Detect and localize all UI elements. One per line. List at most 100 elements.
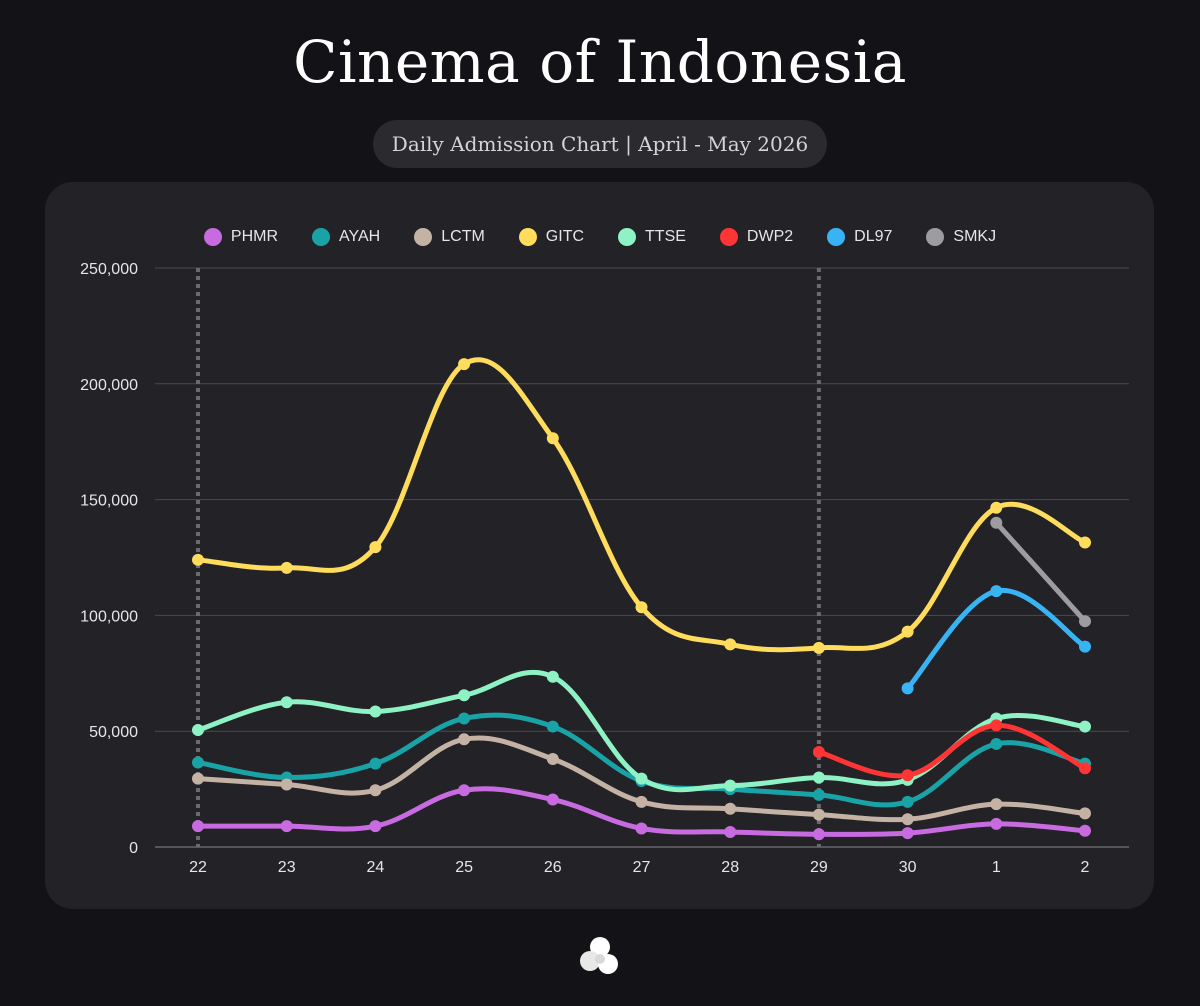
data-point-phmr: [546, 793, 559, 806]
legend-item-ttse: TTSE: [618, 226, 686, 248]
series-line-smkj: [993, 520, 1088, 624]
y-tick-label: 200,000: [80, 377, 138, 394]
data-point-gitc: [280, 561, 293, 574]
legend-swatch: [827, 228, 846, 246]
data-point-gitc: [990, 501, 1003, 514]
legend-swatch: [203, 228, 222, 246]
data-point-lctm: [1079, 807, 1091, 820]
legend-swatch: [618, 228, 637, 246]
chart-title: Cinema of Indonesia: [293, 28, 907, 96]
x-tick-label: 28: [721, 859, 739, 876]
legend-item-ayah: AYAH: [312, 226, 380, 248]
data-point-lctm: [635, 795, 648, 808]
data-point-gitc: [546, 432, 559, 445]
data-point-gitc: [458, 358, 471, 371]
data-point-ayah: [458, 712, 471, 725]
chart-card: [45, 182, 1154, 909]
data-point-phmr: [1079, 824, 1091, 837]
data-point-phmr: [635, 822, 648, 835]
legend-swatch: [926, 228, 945, 246]
y-tick-label: 150,000: [80, 493, 138, 510]
x-tick-label: 30: [899, 859, 917, 876]
data-point-phmr: [990, 817, 1003, 830]
data-point-dwp2: [1079, 762, 1091, 775]
data-point-gitc: [812, 641, 825, 654]
data-point-gitc: [724, 638, 737, 651]
data-point-ayah: [192, 756, 204, 769]
logo-icon: [580, 937, 618, 974]
data-point-ttse: [458, 689, 471, 702]
legend-label: DWP2: [746, 228, 794, 245]
series-line-gitc: [195, 357, 1088, 653]
legend-item-gitc: GITC: [518, 226, 585, 248]
data-point-ayah: [990, 737, 1003, 750]
data-point-lctm: [546, 752, 559, 765]
data-point-smkj: [1079, 615, 1091, 628]
y-tick-label: 0: [129, 840, 138, 857]
data-point-lctm: [901, 813, 914, 826]
data-point-phmr: [369, 820, 382, 833]
data-point-gitc: [192, 553, 204, 566]
data-point-ttse: [812, 771, 825, 784]
x-tick-label: 24: [367, 859, 385, 876]
data-point-ttse: [369, 705, 382, 718]
data-point-phmr: [458, 784, 471, 797]
x-tick-label: 2: [1081, 859, 1090, 876]
series-line-dwp2: [816, 722, 1088, 779]
data-point-ttse: [724, 779, 737, 792]
data-point-lctm: [280, 778, 293, 791]
legend-label: LCTM: [441, 228, 485, 245]
legend-item-phmr: PHMR: [203, 226, 279, 248]
legend-label: TTSE: [645, 228, 686, 245]
x-tick-label: 22: [189, 859, 207, 876]
data-point-phmr: [724, 825, 737, 838]
x-tick-label: 26: [544, 859, 562, 876]
data-point-ayah: [546, 720, 559, 733]
data-point-ttse: [546, 670, 559, 683]
data-point-gitc: [635, 601, 648, 614]
legend-item-smkj: SMKJ: [926, 226, 996, 248]
data-point-ttse: [192, 724, 204, 737]
chart-legend: PHMR AYAH LCTM GITC TTSE DWP2 DL97 SMKJ: [0, 226, 1200, 248]
legend-label: PHMR: [230, 228, 279, 245]
data-point-gitc: [1079, 536, 1091, 549]
legend-swatch: [719, 228, 738, 246]
data-point-ayah: [901, 795, 914, 808]
x-tick-label: 23: [278, 859, 296, 876]
data-point-gitc: [369, 541, 382, 554]
legend-item-dwp2: DWP2: [719, 226, 794, 248]
data-point-ttse: [1079, 720, 1091, 733]
data-point-dwp2: [901, 769, 914, 782]
y-tick-label: 50,000: [89, 724, 138, 741]
legend-swatch: [312, 228, 331, 246]
chart-subtitle: Daily Admission Chart | April - May 2026: [373, 120, 827, 168]
legend-item-lctm: LCTM: [414, 226, 485, 248]
data-point-ttse: [280, 696, 293, 709]
data-point-phmr: [901, 827, 914, 840]
legend-label: GITC: [545, 228, 585, 245]
subtitle-text: Daily Admission Chart | April - May 2026: [391, 132, 809, 156]
data-point-lctm: [369, 784, 382, 797]
data-point-lctm: [990, 798, 1003, 811]
legend-label: SMKJ: [953, 228, 997, 245]
data-point-phmr: [192, 820, 204, 833]
data-point-smkj: [990, 516, 1003, 529]
y-tick-label: 250,000: [80, 261, 138, 278]
y-tick-label: 100,000: [80, 608, 138, 625]
data-point-lctm: [812, 808, 825, 821]
data-point-lctm: [724, 802, 737, 815]
data-point-dl97: [990, 585, 1003, 598]
data-point-dl97: [1079, 640, 1091, 653]
legend-label: DL97: [854, 228, 893, 245]
x-tick-label: 29: [810, 859, 828, 876]
data-point-gitc: [901, 625, 914, 638]
data-point-ttse: [635, 772, 648, 785]
legend-item-dl97: DL97: [827, 226, 892, 248]
data-point-phmr: [812, 828, 825, 841]
legend-swatch: [518, 228, 537, 246]
data-point-lctm: [192, 772, 204, 785]
legend-label: AYAH: [339, 228, 381, 245]
data-point-ayah: [812, 788, 825, 801]
data-point-dwp2: [812, 746, 825, 759]
